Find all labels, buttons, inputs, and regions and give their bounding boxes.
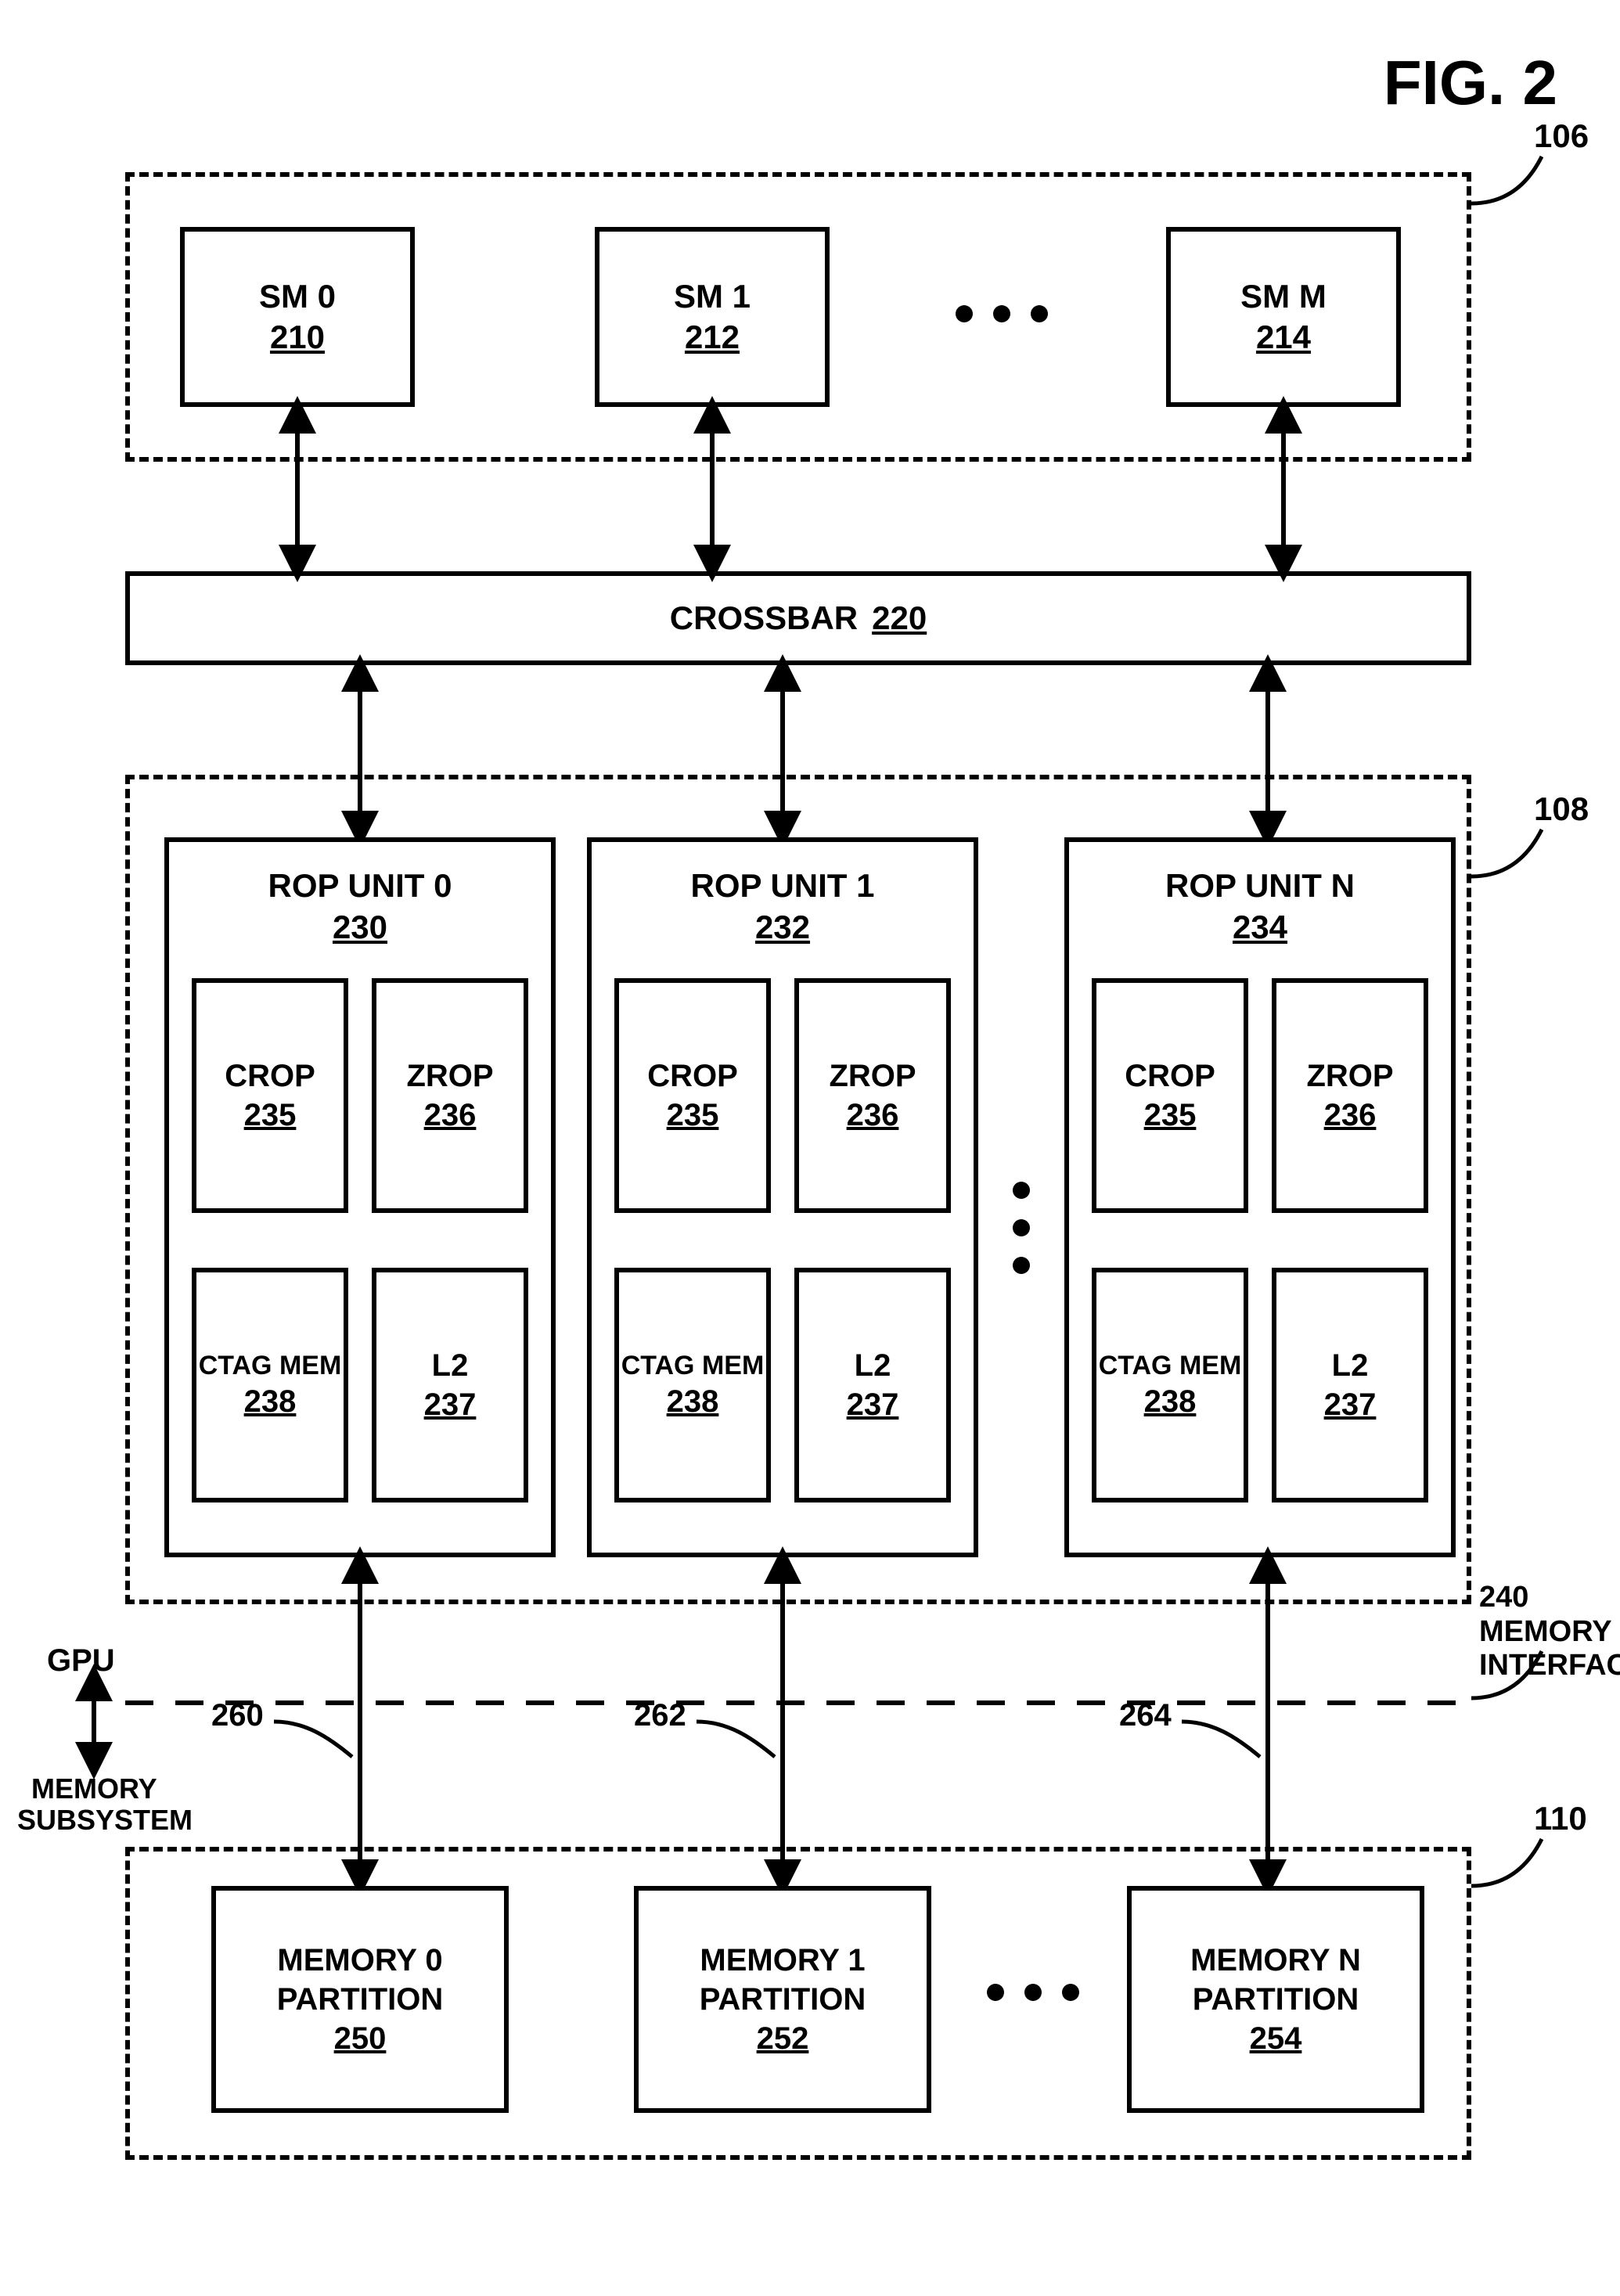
rop0-zrop: ZROP 236 xyxy=(372,978,528,1213)
ropn-crop: CROP 235 xyxy=(1092,978,1248,1213)
sm-0-ref: 210 xyxy=(270,317,325,358)
ref-leader-262 xyxy=(697,1714,783,1761)
ref-leader-110 xyxy=(1471,1831,1581,1902)
crossbar-ref: 220 xyxy=(872,598,927,639)
crossbar: CROSSBAR 220 xyxy=(125,571,1471,665)
rop0-ref: 230 xyxy=(333,907,387,948)
arrow-smm-crossbar xyxy=(1260,407,1307,571)
rop1-ctag: CTAG MEM 238 xyxy=(614,1268,771,1502)
sm-ellipsis xyxy=(939,305,1064,322)
sm-m-ref: 214 xyxy=(1256,317,1311,358)
sm-0: SM 0 210 xyxy=(180,227,415,407)
crossbar-name: CROSSBAR xyxy=(670,598,858,639)
gpu-label: GPU xyxy=(47,1643,115,1679)
ropn-name: ROP UNIT N xyxy=(1165,865,1355,907)
mem-0: MEMORY 0 PARTITION 250 xyxy=(211,1886,509,2113)
ref-110: 110 xyxy=(1534,1800,1587,1837)
rop1-zrop: ZROP 236 xyxy=(794,978,951,1213)
rop0-name: ROP UNIT 0 xyxy=(268,865,452,907)
ref-leader-260 xyxy=(274,1714,360,1761)
sm-1: SM 1 212 xyxy=(595,227,830,407)
ropn-zrop: ZROP 236 xyxy=(1272,978,1428,1213)
mem-1: MEMORY 1 PARTITION 252 xyxy=(634,1886,931,2113)
rop0-ctag: CTAG MEM 238 xyxy=(192,1268,348,1502)
sm-1-name: SM 1 xyxy=(674,276,751,318)
ropn-ctag: CTAG MEM 238 xyxy=(1092,1268,1248,1502)
rop0-l2: L2 237 xyxy=(372,1268,528,1502)
sm-m-name: SM M xyxy=(1240,276,1327,318)
mem-interface-label: 240 MEMORY INTERFACE xyxy=(1479,1581,1612,1683)
sm-m: SM M 214 xyxy=(1166,227,1401,407)
ref-108: 108 xyxy=(1534,790,1589,828)
ref-262: 262 xyxy=(634,1698,686,1733)
figure-page: FIG. 2 106 SM 0 210 SM 1 212 SM M 214 CR… xyxy=(0,0,1620,2296)
ref-106: 106 xyxy=(1534,117,1589,155)
rop1-ref: 232 xyxy=(755,907,810,948)
memsub-label-2: SUBSYSTEM xyxy=(17,1804,193,1837)
mem-n: MEMORY N PARTITION 254 xyxy=(1127,1886,1424,2113)
rop1-l2: L2 237 xyxy=(794,1268,951,1502)
mem-ellipsis xyxy=(970,1984,1096,2001)
arrow-sm0-crossbar xyxy=(274,407,321,571)
ref-leader-264 xyxy=(1182,1714,1268,1761)
rop1-crop: CROP 235 xyxy=(614,978,771,1213)
arrow-crossbar-rop1 xyxy=(759,665,806,837)
figure-title: FIG. 2 xyxy=(1384,47,1557,119)
rop-ellipsis xyxy=(998,1182,1045,1274)
sm-0-name: SM 0 xyxy=(259,276,336,318)
ref-leader-106 xyxy=(1471,149,1581,219)
rop1-name: ROP UNIT 1 xyxy=(691,865,875,907)
ropn-l2: L2 237 xyxy=(1272,1268,1428,1502)
sm-1-ref: 212 xyxy=(685,317,740,358)
ref-260: 260 xyxy=(211,1698,264,1733)
arrow-sm1-crossbar xyxy=(689,407,736,571)
ref-264: 264 xyxy=(1119,1698,1172,1733)
ref-leader-108 xyxy=(1471,822,1581,892)
arrow-crossbar-rop0 xyxy=(337,665,383,837)
arrow-crossbar-ropn xyxy=(1244,665,1291,837)
ropn-ref: 234 xyxy=(1233,907,1287,948)
arrow-gpu-memsub xyxy=(70,1675,117,1769)
rop0-crop: CROP 235 xyxy=(192,978,348,1213)
memsub-label-1: MEMORY xyxy=(31,1772,157,1805)
